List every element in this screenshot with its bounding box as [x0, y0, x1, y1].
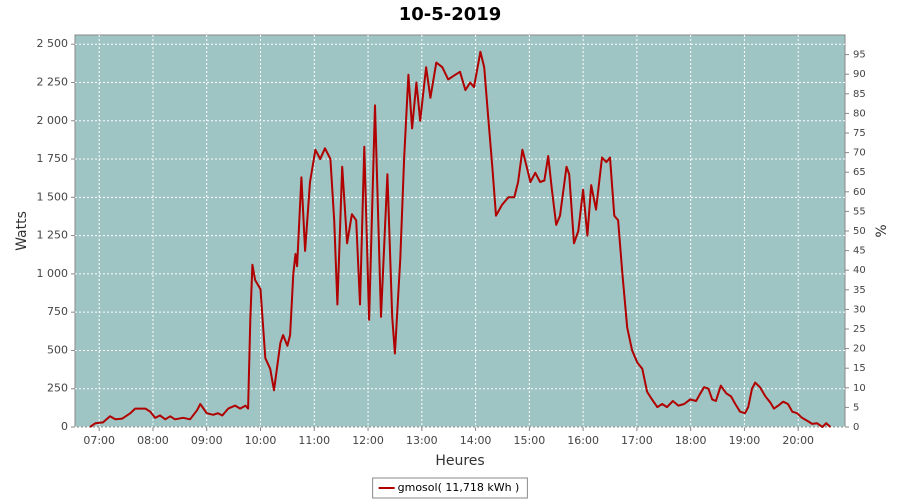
x-tick-label: 07:00	[83, 434, 115, 447]
x-tick-label: 16:00	[567, 434, 599, 447]
x-tick-label: 19:00	[729, 434, 761, 447]
y2-tick-label: 70	[853, 148, 866, 159]
x-tick-label: 09:00	[191, 434, 223, 447]
x-tick-label: 14:00	[460, 434, 492, 447]
x-tick-label: 12:00	[352, 434, 384, 447]
x-tick-label: 18:00	[675, 434, 707, 447]
x-tick-label: 17:00	[621, 434, 653, 447]
x-tick-label: 10:00	[245, 434, 277, 447]
y-tick-label: 0	[61, 420, 68, 433]
y-tick-label: 1 250	[37, 229, 69, 242]
x-tick-label: 11:00	[298, 434, 330, 447]
line-series	[89, 50, 832, 428]
y2-tick-label: 50	[853, 226, 866, 237]
x-tick-label: 15:00	[514, 434, 546, 447]
x-tick-label: 08:00	[137, 434, 169, 447]
y2-tick-label: 95	[853, 50, 866, 61]
y-tick-label: 1 500	[37, 190, 69, 203]
y-tick-label: 2 500	[37, 37, 69, 50]
legend-box	[372, 477, 528, 499]
y-tick-label: 750	[47, 305, 68, 318]
x-axis-label: Heures	[435, 453, 484, 469]
chart-title: 10-5-2019	[399, 4, 502, 25]
y-tick-label: 1 750	[37, 152, 69, 165]
y2-tick-label: 60	[853, 187, 866, 198]
y2-tick-label: 30	[853, 304, 866, 315]
y2-tick-label: 15	[853, 363, 866, 374]
y-tick-label: 2 000	[37, 114, 69, 127]
x-tick-label: 13:00	[406, 434, 438, 447]
y2-tick-label: 20	[853, 344, 866, 355]
y-axis-label: Watts	[14, 211, 30, 251]
y2-tick-label: 65	[853, 167, 866, 178]
legend-label: gmosol( 11,718 kWh )	[398, 481, 520, 494]
y2-tick-label: 0	[853, 422, 859, 433]
y-tick-label: 2 250	[37, 75, 69, 88]
y2-axis-label: %	[874, 224, 890, 237]
y2-tick-label: 90	[853, 69, 866, 80]
y2-tick-label: 80	[853, 108, 866, 119]
y2-tick-label: 75	[853, 128, 866, 139]
y-tick-label: 500	[47, 343, 68, 356]
y2-tick-label: 10	[853, 383, 866, 394]
y2-tick-label: 35	[853, 285, 866, 296]
y2-tick-label: 85	[853, 89, 866, 100]
y2-tick-label: 55	[853, 206, 866, 217]
x-tick-label: 20:00	[782, 434, 814, 447]
y-tick-label: 250	[47, 382, 68, 395]
y2-tick-label: 25	[853, 324, 866, 335]
plot-area	[74, 34, 846, 428]
y2-tick-label: 45	[853, 246, 866, 257]
y2-tick-label: 5	[853, 402, 859, 413]
y2-tick-label: 40	[853, 265, 866, 276]
y-tick-label: 1 000	[37, 267, 69, 280]
